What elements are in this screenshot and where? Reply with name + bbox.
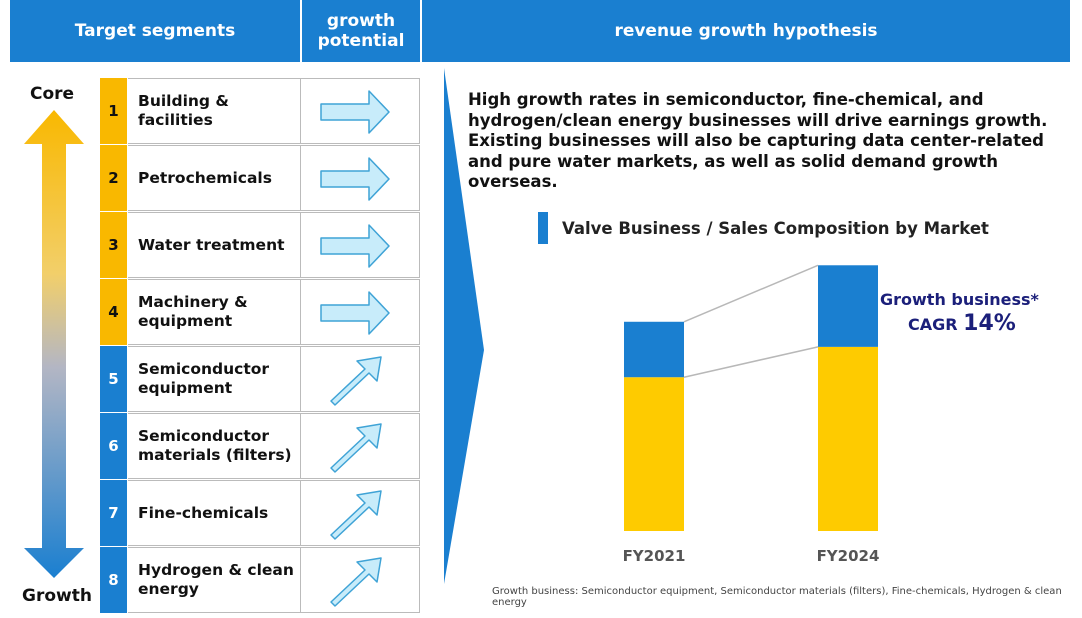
- core-to-growth-arrow: [24, 110, 84, 578]
- arrow-right-icon: [320, 291, 390, 335]
- segment-name-text: Semiconductor materials (filters): [138, 427, 292, 464]
- growth-business-title: Growth business*: [880, 290, 1039, 309]
- chart-title: Valve Business / Sales Composition by Ma…: [562, 218, 989, 238]
- chevron-divider: [444, 68, 484, 584]
- arrow-right-icon: [320, 157, 390, 201]
- segment-name-text: Water treatment: [138, 235, 285, 254]
- segments-table: 1 Building & facilities 2 Petrochemicals 3 Wa…: [100, 78, 420, 616]
- growth-potential-cell: [301, 212, 420, 278]
- sales-composition-chart: FY2021 FY2024: [623, 264, 880, 565]
- segment-row: 8 Hydrogen & clean energy: [100, 547, 420, 614]
- title-accent-bar: [538, 212, 548, 244]
- connector-line: [683, 264, 819, 323]
- segment-name: Fine-chemicals: [128, 480, 301, 546]
- growth-potential-cell: [301, 145, 420, 211]
- x-tick-label: FY2021: [623, 547, 686, 565]
- segment-name-text: Building & facilities: [138, 92, 229, 129]
- arrow-right-icon: [320, 224, 390, 268]
- segment-row: 3 Water treatment: [100, 212, 420, 279]
- cagr-label: CAGR: [908, 315, 958, 334]
- arrow-up-right-icon: [330, 490, 382, 540]
- growth-potential-cell: [301, 346, 420, 412]
- segment-row: 4 Machinery & equipment: [100, 279, 420, 346]
- arrow-right-icon: [320, 90, 390, 134]
- segment-number: 3: [100, 212, 127, 278]
- growth-potential-cell: [301, 78, 420, 144]
- arrow-up-right-icon: [330, 356, 382, 406]
- segment-name: Hydrogen & clean energy: [128, 547, 301, 613]
- segment-row: 5 Semiconductor equipment: [100, 346, 420, 413]
- segment-name: Semiconductor equipment: [128, 346, 301, 412]
- segment-number: 2: [100, 145, 127, 211]
- segment-number: 6: [100, 413, 127, 479]
- footnote: Growth business: Semiconductor equipment…: [492, 586, 1062, 608]
- arrow-up-right-icon: [330, 557, 382, 607]
- segment-name-text: Petrochemicals: [138, 168, 272, 187]
- connector-line: [683, 346, 819, 378]
- segment-name: Semiconductor materials (filters): [128, 413, 301, 479]
- chart-title-wrap: Valve Business / Sales Composition by Ma…: [538, 212, 989, 244]
- segment-name-text: Machinery & equipment: [138, 293, 248, 330]
- header-target-segments: Target segments: [10, 0, 300, 62]
- growth-potential-cell: [301, 279, 420, 345]
- growth-potential-cell: [301, 413, 420, 479]
- segment-row: 2 Petrochemicals: [100, 145, 420, 212]
- growth-business-label: Growth business* CAGR 14%: [880, 290, 1060, 336]
- bar-segment: [624, 377, 684, 531]
- segment-number: 8: [100, 547, 127, 613]
- segment-name-text: Semiconductor equipment: [138, 360, 270, 397]
- segment-name: Water treatment: [128, 212, 301, 278]
- segment-name-text: Hydrogen & clean energy: [138, 561, 294, 598]
- bar-segment: [624, 321, 684, 378]
- segment-row: 7 Fine-chemicals: [100, 480, 420, 547]
- segment-row: 1 Building & facilities: [100, 78, 420, 145]
- cagr-value: 14%: [963, 311, 1016, 336]
- segment-name: Building & facilities: [128, 78, 301, 144]
- segment-row: 6 Semiconductor materials (filters): [100, 413, 420, 480]
- growth-potential-cell: [301, 547, 420, 613]
- segment-name: Petrochemicals: [128, 145, 301, 211]
- x-tick-label: FY2024: [817, 547, 880, 565]
- growth-potential-cell: [301, 480, 420, 546]
- segment-name-text: Fine-chemicals: [138, 503, 269, 522]
- segment-number: 4: [100, 279, 127, 345]
- segment-number: 7: [100, 480, 127, 546]
- header-revenue-growth-hypothesis: revenue growth hypothesis: [422, 0, 1070, 62]
- bar-segment: [818, 346, 878, 531]
- segment-name: Machinery & equipment: [128, 279, 301, 345]
- segment-number: 1: [100, 78, 127, 144]
- header-growth-potential: growth potential: [302, 0, 420, 62]
- segment-number: 5: [100, 346, 127, 412]
- axis-growth-label: Growth: [22, 586, 92, 606]
- bar-segment: [818, 265, 878, 347]
- hypothesis-text: High growth rates in semiconductor, fine…: [468, 90, 1048, 191]
- axis-core-label: Core: [30, 84, 75, 104]
- arrow-up-right-icon: [330, 423, 382, 473]
